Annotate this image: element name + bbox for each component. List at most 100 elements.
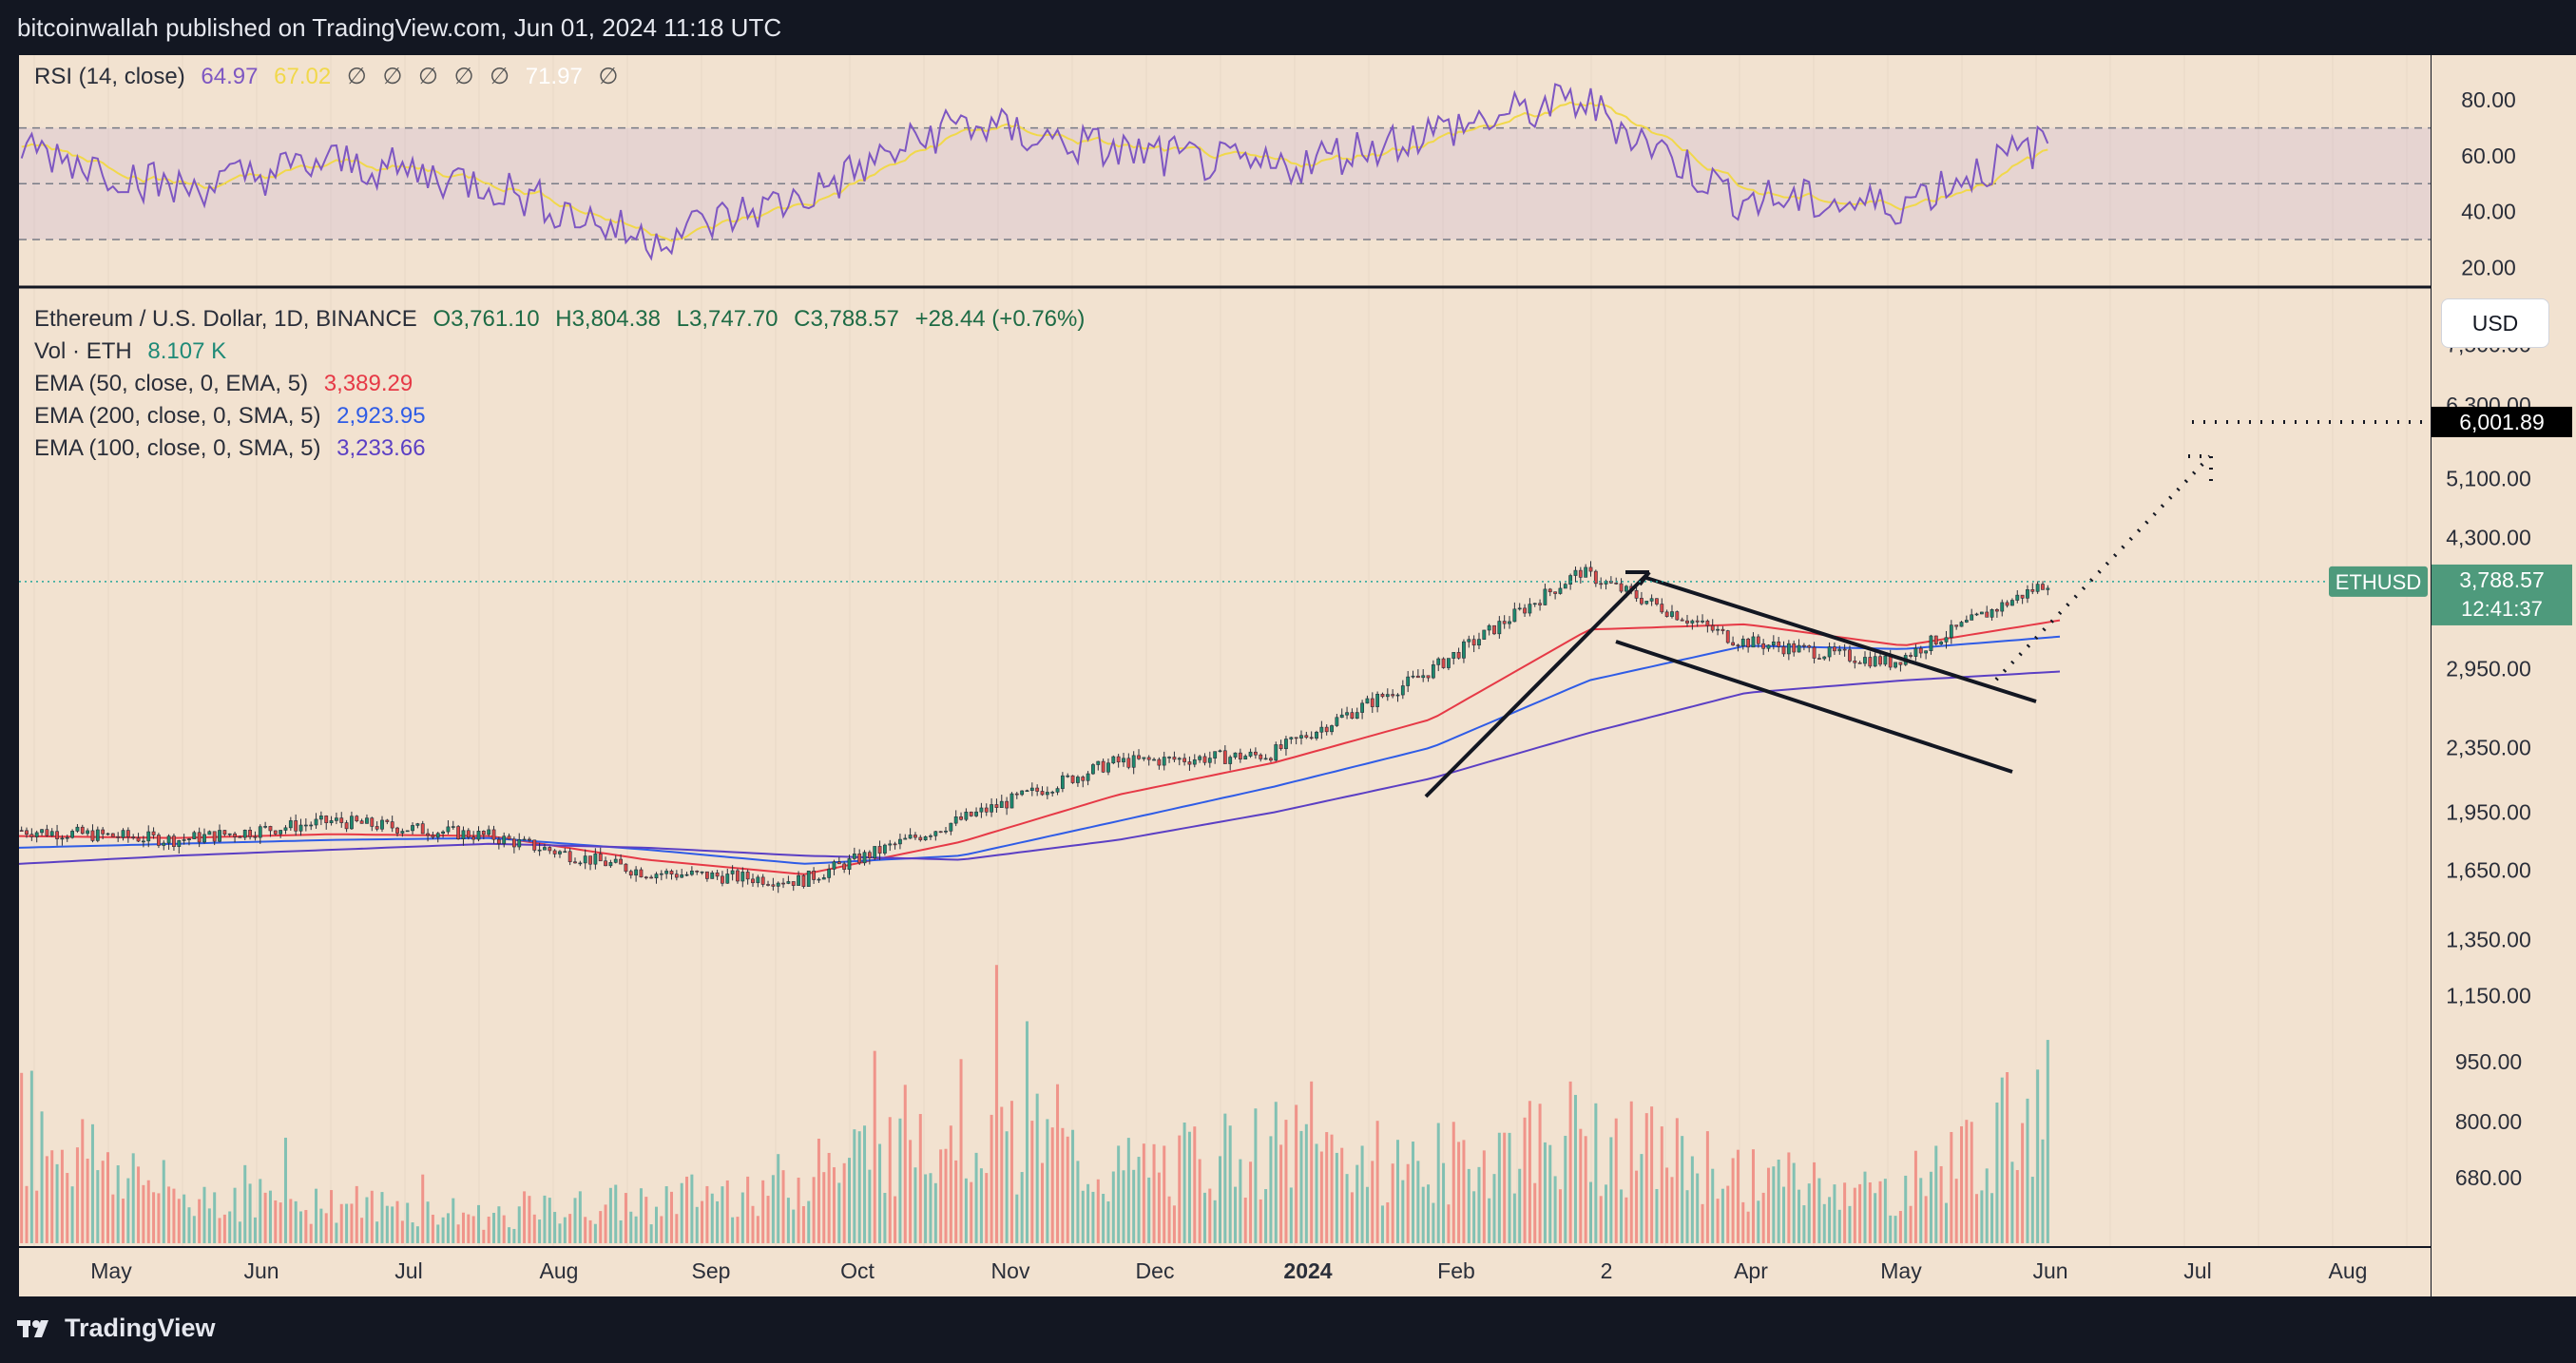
- candle-body: [918, 836, 923, 841]
- ema50-value: 3,389.29: [323, 371, 413, 396]
- rsi-legend[interactable]: RSI (14, close) 64.97 67.02 ∅ ∅ ∅ ∅ ∅ 71…: [34, 63, 627, 90]
- volume-bar: [771, 1175, 775, 1243]
- candle-body: [1131, 755, 1136, 768]
- ohlc-high: H3,804.38: [555, 306, 661, 332]
- currency-button[interactable]: USD: [2441, 298, 2549, 348]
- volume-bar: [1355, 1164, 1359, 1243]
- time-axis-label: 2024: [1283, 1258, 1332, 1283]
- candle-body: [1091, 764, 1095, 775]
- candle-body: [797, 874, 800, 886]
- volume-legend[interactable]: Vol · ETH 8.107 K: [34, 338, 236, 365]
- volume-bar: [70, 1186, 74, 1243]
- volume-bar: [1157, 1172, 1161, 1243]
- volume-bar: [1310, 1081, 1314, 1243]
- candle-body: [1756, 636, 1760, 644]
- candle-body: [528, 838, 531, 841]
- volume-bar: [492, 1212, 496, 1243]
- candle-body: [2015, 594, 2020, 601]
- volume-bar: [1716, 1199, 1720, 1243]
- candle-body: [1970, 614, 1974, 621]
- volume-bar: [827, 1152, 831, 1243]
- candle-body: [1380, 693, 1385, 698]
- candle-body: [1471, 639, 1476, 646]
- volume-bar: [441, 1217, 445, 1243]
- volume-bar: [55, 1163, 59, 1243]
- candle-body: [1863, 657, 1867, 664]
- candle-body: [867, 852, 872, 858]
- volume-bar: [888, 1117, 892, 1243]
- time-axis-label: Aug: [2329, 1258, 2368, 1283]
- candle-body: [1487, 624, 1491, 631]
- candle-body: [760, 876, 765, 885]
- price-axis-tick: 1,150.00: [2446, 983, 2531, 1008]
- volume-bar: [1553, 1176, 1557, 1243]
- volume-bar: [1208, 1188, 1212, 1243]
- candle-body: [370, 817, 375, 827]
- ema-lines: [18, 619, 2061, 875]
- ema100-legend[interactable]: EMA (100, close, 0, SMA, 5) 3,233.66: [34, 435, 435, 462]
- symbol-tag-text: ETHUSD: [2336, 570, 2421, 594]
- candle-body: [740, 872, 745, 882]
- candle-body: [1050, 792, 1055, 794]
- ema50-legend[interactable]: EMA (50, close, 0, EMA, 5) 3,389.29: [34, 371, 422, 397]
- volume-bar: [847, 1158, 851, 1243]
- candle-body: [1126, 758, 1131, 768]
- candle-body: [1370, 698, 1375, 707]
- candle-body: [923, 835, 928, 841]
- candle-body: [426, 833, 430, 836]
- time-axis-label: Sep: [692, 1258, 731, 1283]
- candle-body: [2041, 584, 2045, 590]
- candle-body: [806, 871, 811, 887]
- volume-bar: [822, 1172, 826, 1243]
- candle-body: [1045, 792, 1049, 796]
- candle-body: [70, 831, 74, 838]
- volume-bar: [1147, 1177, 1151, 1243]
- volume-bar: [1792, 1162, 1796, 1243]
- flagpole-line: [1424, 570, 1651, 798]
- flagpole-arrow-b: [1638, 570, 1651, 586]
- volume-value: 8.107 K: [147, 338, 227, 364]
- candle-body: [131, 836, 136, 838]
- candle-body: [1122, 758, 1125, 763]
- volume-bar: [1757, 1200, 1760, 1243]
- ema200-legend[interactable]: EMA (200, close, 0, SMA, 5) 2,923.95: [34, 403, 435, 430]
- volume-bar: [1960, 1125, 1964, 1243]
- candle-body: [1655, 598, 1659, 605]
- volume-bar: [1503, 1132, 1507, 1243]
- candle-body: [1497, 621, 1502, 635]
- volume-bar: [1629, 1101, 1633, 1243]
- volume-bar: [1746, 1211, 1750, 1243]
- volume-bar: [228, 1211, 232, 1243]
- candle-body: [908, 835, 913, 839]
- candle-body: [1274, 744, 1278, 761]
- candle-body: [1649, 598, 1654, 602]
- price-axis-tick: 2,950.00: [2446, 656, 2531, 681]
- volume-bar: [1193, 1126, 1197, 1243]
- volume-bar: [1584, 1136, 1587, 1243]
- volume-bar: [1807, 1183, 1811, 1243]
- candle-body: [1878, 656, 1882, 665]
- volume-bar: [909, 1140, 913, 1243]
- time-axis-label: Apr: [1734, 1258, 1768, 1283]
- volume-bar: [817, 1139, 820, 1243]
- tradingview-logo[interactable]: TradingView: [17, 1314, 216, 1343]
- volume-bar: [222, 1214, 226, 1243]
- candle-body: [279, 830, 283, 835]
- candle-body: [1736, 644, 1740, 647]
- volume-bar: [1412, 1142, 1415, 1243]
- candle-body: [1040, 791, 1045, 796]
- volume-bar: [2030, 1177, 2034, 1243]
- candle-body: [1532, 603, 1537, 605]
- volume-bar: [1813, 1161, 1817, 1243]
- rsi-axis-tick: 80.00: [2461, 87, 2516, 112]
- candle-body: [1523, 607, 1527, 614]
- volume-bar: [1020, 1172, 1024, 1243]
- volume-bar: [801, 1206, 805, 1243]
- price-axis-tick: 1,950.00: [2446, 799, 2531, 824]
- candle-body: [1558, 587, 1563, 594]
- candle-body: [263, 826, 268, 828]
- volume-bar: [207, 1208, 211, 1243]
- symbol-legend[interactable]: Ethereum / U.S. Dollar, 1D, BINANCE O3,7…: [34, 306, 1094, 333]
- volume-bar: [345, 1203, 349, 1243]
- pattern-drawings[interactable]: [19, 419, 2432, 798]
